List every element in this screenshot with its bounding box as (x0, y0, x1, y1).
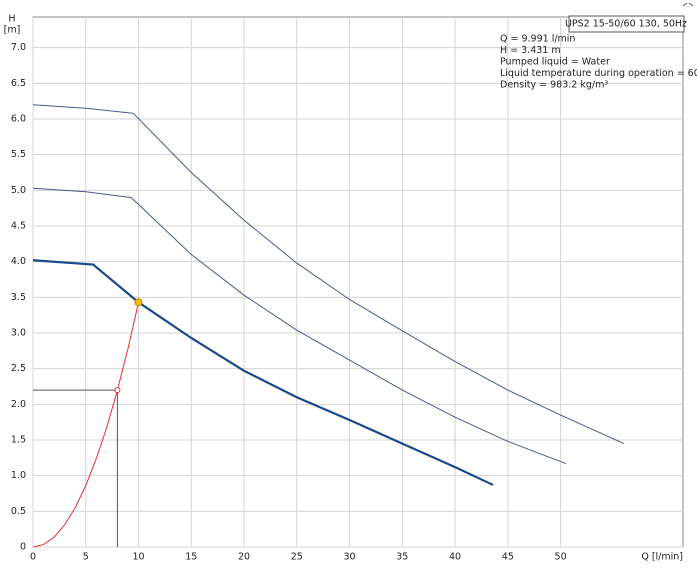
annotation: Q = 9.991 l/min (500, 34, 575, 45)
y-tick-label: 5.0 (11, 185, 26, 196)
curve (32, 259, 494, 486)
y-tick-label: 1.5 (11, 435, 26, 446)
y-tick-label: 3.0 (11, 328, 26, 339)
plot-frame (32, 16, 684, 548)
y-tick-label: 3.5 (11, 292, 26, 303)
x-tick-label: 50 (555, 552, 567, 563)
x-tick-label: 15 (185, 552, 197, 563)
chart-title: UPS2 15-50/60 130, 50Hz (565, 19, 687, 30)
curve (32, 187, 567, 465)
annotation: Density = 983.2 kg/m³ (500, 80, 608, 91)
x-tick-label: 40 (449, 552, 461, 563)
y-axis-label: H (8, 14, 15, 25)
y-tick-label: 2.0 (11, 399, 26, 410)
y-tick-label: 6.0 (11, 114, 26, 125)
x-tick-label: 30 (344, 552, 356, 563)
corner-icon[interactable] (682, 2, 694, 7)
y-tick-label: 5.5 (11, 149, 26, 160)
y-tick-label: 0 (20, 542, 26, 553)
annotation: Pumped liquid = Water (500, 57, 610, 68)
y-tick-label: 4.5 (11, 221, 26, 232)
y-axis-label: [m] (4, 25, 21, 36)
annotation: Liquid temperature during operation = 60… (500, 68, 697, 79)
point (134, 298, 143, 307)
x-tick-label: 25 (291, 552, 303, 563)
point (114, 387, 121, 394)
y-tick-label: 2.5 (11, 363, 26, 374)
x-axis-label: Q [l/min] (641, 552, 683, 563)
x-tick-label: 0 (30, 552, 36, 563)
x-tick-label: 5 (83, 552, 89, 563)
y-tick-label: 6.5 (11, 78, 26, 89)
y-tick-label: 4.0 (11, 256, 26, 267)
x-tick-label: 20 (238, 552, 250, 563)
title-box (568, 15, 685, 33)
x-tick-label: 10 (132, 552, 144, 563)
x-tick-label: 35 (396, 552, 408, 563)
annotation: H = 3.431 m (500, 45, 561, 56)
curve (32, 302, 140, 548)
curve (32, 104, 625, 445)
y-tick-label: 7.0 (11, 42, 26, 53)
x-tick-label: 45 (502, 552, 514, 563)
y-tick-label: 1.0 (11, 470, 26, 481)
y-tick-label: 0.5 (11, 506, 26, 517)
